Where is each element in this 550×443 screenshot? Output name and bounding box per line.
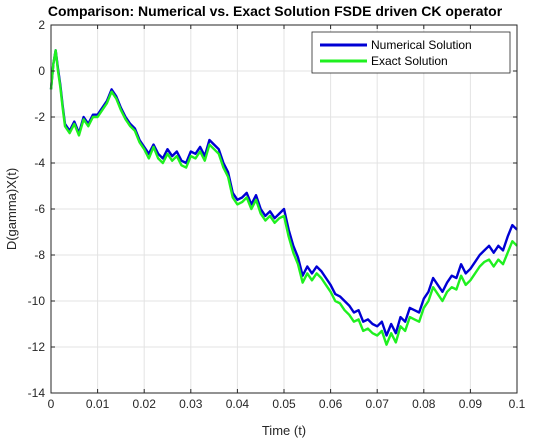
- x-tick-label: 0.04: [226, 397, 250, 411]
- x-tick-label: 0.03: [179, 397, 203, 411]
- y-axis-label: D(gamma)X(t): [4, 168, 19, 250]
- y-tick-label: -4: [34, 156, 45, 170]
- x-tick-label: 0.02: [133, 397, 157, 411]
- legend: Numerical Solution Exact Solution: [311, 31, 511, 74]
- legend-box: [311, 31, 511, 74]
- y-tick-label: -14: [28, 386, 46, 400]
- y-tick-label: -12: [28, 340, 46, 354]
- y-tick-label: -8: [34, 248, 45, 262]
- x-tick-label: 0.08: [412, 397, 436, 411]
- chart-title: Comparison: Numerical vs. Exact Solution…: [48, 3, 503, 19]
- y-tick-label: -2: [34, 110, 45, 124]
- x-tick-label: 0.01: [86, 397, 110, 411]
- x-tick-label: 0.1: [509, 397, 526, 411]
- x-tick-label: 0.09: [459, 397, 483, 411]
- exact-solution-line: [49, 49, 518, 346]
- y-tick-label: -10: [28, 294, 46, 308]
- legend-label-exact: Exact Solution: [371, 54, 448, 68]
- x-axis-label: Time (t): [262, 423, 306, 438]
- y-tick-label: 2: [38, 18, 45, 32]
- legend-label-numerical: Numerical Solution: [371, 38, 472, 52]
- y-tick-label: -6: [34, 202, 45, 216]
- tick-layer: 0 0.01 0.02 0.03 0.04 0.05 0.06 0.07 0.08 0.09 0.1…: [28, 18, 526, 411]
- x-tick-label: 0: [48, 397, 55, 411]
- y-tick-label: 0: [38, 64, 45, 78]
- x-tick-label: 0.06: [319, 397, 343, 411]
- series-layer: [49, 49, 518, 346]
- x-tick-label: 0.05: [272, 397, 296, 411]
- x-tick-label: 0.07: [366, 397, 390, 411]
